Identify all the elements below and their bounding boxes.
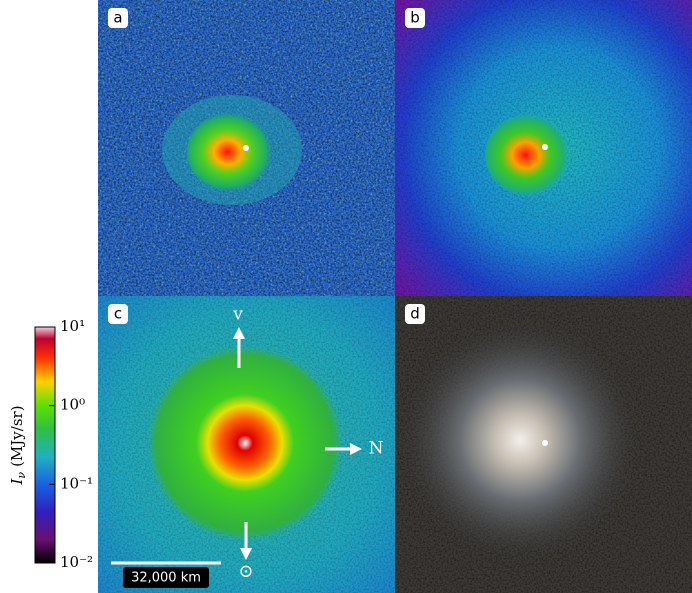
- velocity-label: v: [232, 305, 243, 325]
- scale-bar-label: 32,000 km: [131, 571, 201, 586]
- panel-b: b: [395, 0, 692, 296]
- panel-c: c v N ⊙ 32,000 km: [98, 296, 395, 593]
- panel-label: c: [114, 305, 122, 323]
- colorbar-symbol: I: [8, 478, 26, 486]
- colorbar-tick-label: 10⁻²: [60, 553, 93, 571]
- panel-label: a: [113, 9, 122, 27]
- panel-d: d: [395, 296, 692, 593]
- panel-a: a: [98, 0, 395, 296]
- colorbar-tick-label: 10¹: [60, 317, 85, 335]
- colorbar: Iν (MJy/sr) 10¹ 10⁰ 10⁻¹ 10⁻²: [8, 317, 93, 571]
- colorbar-subscript: ν: [15, 472, 28, 479]
- colorbar-label: Iν (MJy/sr): [8, 405, 28, 485]
- colorbar-unit: (MJy/sr): [8, 405, 26, 466]
- colorbar-tick-label: 10⁰: [60, 396, 85, 414]
- colorbar-tick-label: 10⁻¹: [60, 474, 93, 492]
- north-label: N: [369, 439, 384, 459]
- sun-label: ⊙: [238, 561, 253, 582]
- panel-label: d: [410, 305, 420, 323]
- panel-label: b: [410, 9, 420, 27]
